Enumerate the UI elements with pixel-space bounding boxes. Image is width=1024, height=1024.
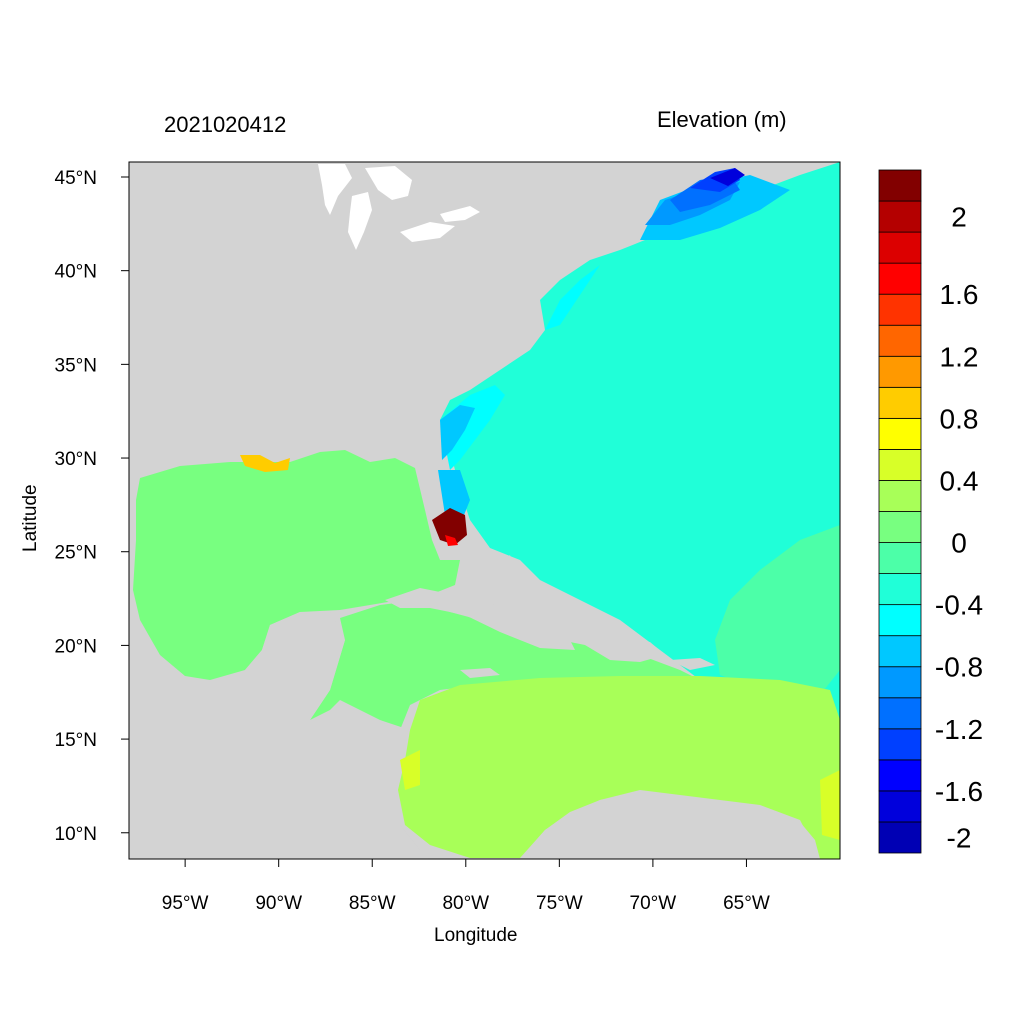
colorbar-box (878, 697, 922, 730)
colorbar-box (878, 480, 922, 512)
caribbean-south (398, 676, 840, 859)
colorbar-box (878, 449, 922, 481)
colorbar-box (878, 200, 922, 233)
y-ticks: 45°N 40°N 35°N 30°N 25°N 20°N 15°N 10°N (55, 168, 129, 845)
colorbar-label: 2 (951, 202, 967, 233)
map-area (129, 162, 840, 859)
coastal-band-4 (545, 265, 600, 330)
colorbar-box (878, 511, 922, 543)
caribbean-green (310, 600, 700, 730)
central-america (129, 700, 430, 859)
colorbar-label: 1.6 (940, 279, 979, 310)
y-tick-label: 40°N (55, 262, 97, 283)
colorbar-box (878, 573, 922, 606)
colorbar-label: -1.6 (935, 776, 983, 807)
x-axis-label: Longitude (434, 925, 518, 946)
colorbar-box (878, 728, 922, 761)
colorbar-box (878, 790, 922, 823)
colorbar-box (878, 542, 922, 574)
colorbar-box (878, 604, 922, 637)
south-america (520, 792, 820, 859)
y-tick-label: 45°N (55, 168, 97, 189)
colorbar-box (878, 759, 922, 792)
coastal-band-3 (438, 470, 470, 520)
x-tick-label: 80°W (442, 893, 489, 914)
colorbar-box (878, 666, 922, 699)
colorbar-box (878, 262, 922, 295)
y-tick-label: 15°N (55, 730, 97, 751)
colorbar-box (878, 355, 922, 388)
florida-surge-red (445, 535, 458, 546)
colorbar-box (878, 386, 922, 419)
x-tick-label: 85°W (349, 893, 396, 914)
y-tick-label: 10°N (55, 824, 97, 845)
colorbar-box (878, 821, 922, 854)
colorbar-label: 0 (951, 528, 967, 559)
colorbar-label: 1.2 (940, 341, 979, 372)
x-tick-label: 70°W (630, 893, 677, 914)
plot-frame (128, 161, 841, 860)
colorbar-label: 0.4 (940, 465, 979, 496)
x-tick-label: 65°W (723, 893, 770, 914)
y-tick-label: 30°N (55, 449, 97, 470)
colorbar-box (878, 635, 922, 668)
caribbean-east-patch (820, 770, 840, 840)
x-ticks: 95°W 90°W 85°W 80°W 75°W 70°W 65°W (162, 859, 770, 914)
gulf-of-mexico (133, 450, 460, 680)
colorbar-label: -0.4 (935, 590, 983, 621)
colorbar-box (878, 293, 922, 326)
colorbar-box (878, 169, 922, 202)
x-tick-label: 95°W (162, 893, 209, 914)
colorbar-label: 0.8 (940, 403, 979, 434)
y-tick-label: 35°N (55, 355, 97, 376)
yucatan (245, 612, 345, 720)
islands (385, 555, 715, 678)
date-title: 2021020412 (164, 112, 287, 137)
colorbar-label: -2 (947, 822, 972, 853)
coastal-band-2 (440, 405, 475, 460)
y-tick-label: 25°N (55, 543, 97, 564)
colorbar-label: -0.8 (935, 652, 983, 683)
colorbar-label: -1.2 (935, 714, 983, 745)
coastal-band-1 (440, 385, 505, 470)
caribbean-west-patch (400, 750, 420, 790)
x-tick-label: 75°W (536, 893, 583, 914)
louisiana-surge (240, 455, 290, 472)
florida-surge (432, 508, 467, 545)
colorbar-box (878, 417, 922, 450)
y-tick-label: 20°N (55, 636, 97, 657)
colorbar-box (878, 231, 922, 264)
variable-title: Elevation (m) (657, 107, 787, 132)
great-lakes (318, 164, 480, 250)
gulf-of-maine-5 (710, 168, 745, 186)
colorbar-box (878, 324, 922, 357)
x-tick-label: 90°W (255, 893, 302, 914)
colorbar: 2 1.6 1.2 0.8 0.4 0 -0.4 -0.8 -1.2 -1.6 -2 (878, 169, 983, 854)
atlantic-east (715, 525, 840, 695)
